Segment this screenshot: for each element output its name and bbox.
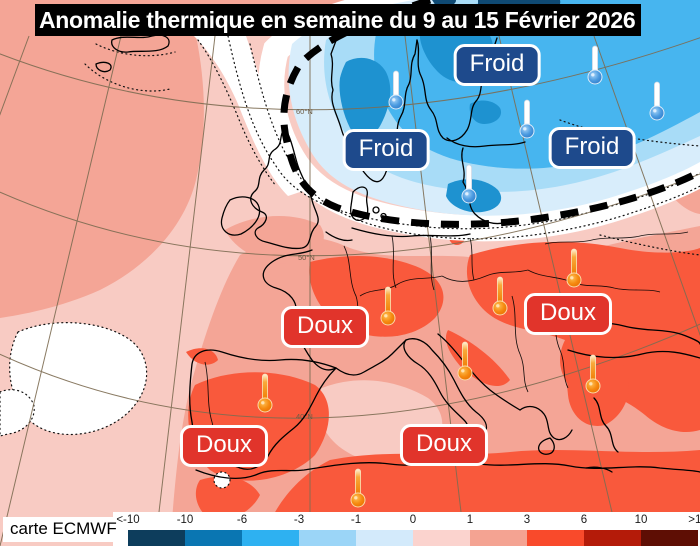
legend-tick: <-10 [116,514,140,526]
legend-color-segment [356,530,413,546]
legend-tick: 3 [523,514,531,526]
legend-tick: 10 [634,514,648,526]
page-title: Anomalie thermique en semaine du 9 au 15… [35,4,642,36]
doux-badge: Doux [399,424,489,466]
legend-tick: -6 [236,514,248,526]
coastlines [95,34,700,479]
graticule-label-50n: 50°N [298,253,315,262]
legend-tick: 6 [580,514,588,526]
legend-tick: -1 [350,514,362,526]
legend-color-segment [242,530,299,546]
legend-color-segment [641,530,698,546]
anomaly-neutral-patches [0,322,231,489]
legend-color-segment [584,530,641,546]
legend-color-segment [527,530,584,546]
legend-ticks: <-10 -10 -6 -3 -1 0 1 3 6 10 >10 [116,513,700,529]
credit-label: carte ECMWF [3,517,124,542]
froid-badge: Froid [548,127,636,169]
legend-color-segment [128,530,185,546]
legend-color-segment [413,530,470,546]
legend-tick: -3 [293,514,305,526]
froid-badge: Froid [342,129,430,171]
doux-badge: Doux [523,293,613,335]
doux-badge: Doux [280,306,370,348]
legend-color-segment [299,530,356,546]
legend-tick: -10 [176,514,194,526]
legend-tick: 1 [466,514,474,526]
legend-color-segment [185,530,242,546]
legend-tick: >10 [688,514,700,526]
doux-badge: Doux [179,425,269,467]
froid-badge: Froid [453,44,541,86]
legend-colorbar [128,530,698,546]
zero-line-dashed [280,0,700,228]
legend-color-segment [470,530,527,546]
graticule-label-60n: 60°N [296,107,313,116]
legend-tick: 0 [409,514,417,526]
